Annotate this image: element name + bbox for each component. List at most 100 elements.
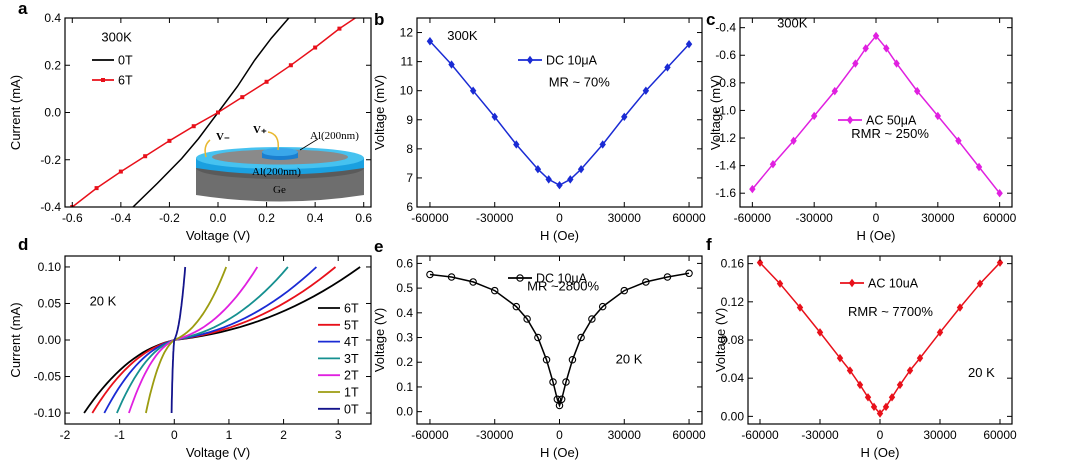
x-tick-label: -60000 <box>734 211 772 225</box>
data-point <box>490 286 499 295</box>
data-point <box>469 278 477 286</box>
data-point <box>264 79 269 84</box>
data-point <box>577 165 585 174</box>
x-tick-label: 0 <box>877 428 884 442</box>
data-point <box>906 366 914 375</box>
y-tick-label: -0.4 <box>40 200 61 214</box>
legend-label: AC 50μA <box>866 114 917 128</box>
chart-panel-e: e -60000 -30000 0 30000 60000 0.0 0.1 0.2 0.3 0.4 0… <box>372 237 706 460</box>
x-tick-label: 30000 <box>921 211 955 225</box>
data-point <box>856 380 864 390</box>
legend: DC 10μA <box>508 272 588 286</box>
series-group <box>70 18 357 207</box>
series-group <box>749 31 1003 198</box>
x-axis-label: H (Oe) <box>540 445 579 460</box>
data-point <box>831 86 838 96</box>
data-point <box>848 278 856 288</box>
data-point <box>846 115 854 125</box>
data-point <box>810 111 818 121</box>
data-point <box>769 160 777 169</box>
y-axis-label: Voltage (mV) <box>708 75 723 150</box>
data-point <box>568 356 577 364</box>
x-tick-label: 3 <box>335 428 342 442</box>
y-tick-label: 0.16 <box>721 257 745 271</box>
y-tick-label: 10 <box>400 84 414 98</box>
data-point <box>996 258 1004 267</box>
data-point <box>642 278 650 286</box>
panel-letter: f <box>706 235 712 254</box>
data-point <box>337 26 342 31</box>
data-point <box>955 136 962 145</box>
y-axis-label: Voltage (V) <box>713 308 728 372</box>
x-tick-label: 30000 <box>608 428 642 442</box>
annotation: MR ~ 70% <box>549 74 610 89</box>
data-point <box>896 380 904 390</box>
annotation: RMR ~ 250% <box>851 126 929 141</box>
annotation: 300K <box>101 30 132 45</box>
y-tick-label: 0.00 <box>721 409 745 423</box>
y-tick-label: -0.2 <box>40 153 61 167</box>
data-point <box>852 59 859 68</box>
data-point <box>685 39 693 49</box>
data-point <box>936 328 944 337</box>
y-tick-label: 0.04 <box>721 371 745 385</box>
legend: DC 10μA <box>518 54 598 68</box>
data-point <box>864 393 872 402</box>
data-point <box>216 110 220 115</box>
plot-frame <box>739 17 1013 208</box>
data-point <box>956 303 964 312</box>
x-tick-label: -0.6 <box>62 211 83 225</box>
y-tick-label: -1.4 <box>715 159 736 173</box>
y-tick-label: -0.6 <box>715 48 736 62</box>
y-tick-label: 0.6 <box>396 256 413 270</box>
y-tick-label: -1.0 <box>715 103 736 117</box>
data-point <box>426 270 434 279</box>
data-point <box>756 258 764 267</box>
data-point <box>664 63 671 72</box>
data-point <box>893 59 900 68</box>
x-tick-label: 2 <box>280 428 287 442</box>
inset-label-vplus: V₊ <box>253 124 267 136</box>
data-point <box>862 44 869 53</box>
plot-frame <box>416 17 703 208</box>
chart-panel-a: a-0.6 -0.4 -0.2 0.0 0.2 0.4 0.6-0.4-0.20.00.20… <box>8 0 372 243</box>
pointer-line <box>299 138 319 151</box>
panel-letter: b <box>374 10 384 29</box>
data-point <box>996 189 1003 198</box>
annotation: 300K <box>447 28 478 43</box>
wire-minus <box>204 139 211 158</box>
y-axis-label: Current (mA) <box>8 302 23 377</box>
series-line-2T <box>128 266 259 414</box>
data-point <box>191 124 196 129</box>
x-tick-label: -1 <box>114 428 125 442</box>
data-point <box>143 154 148 159</box>
data-point <box>542 356 551 364</box>
x-tick-label: -60000 <box>741 428 779 442</box>
x-tick-label: -2 <box>60 428 71 442</box>
series-group <box>83 266 361 414</box>
data-point <box>545 175 552 184</box>
y-tick-label: -0.05 <box>34 370 62 384</box>
x-tick-label: 60000 <box>672 428 706 442</box>
data-point <box>749 184 756 194</box>
data-point <box>118 169 123 174</box>
series-group <box>426 269 693 410</box>
x-tick-label: 0 <box>171 428 178 442</box>
x-tick-label: 0.6 <box>355 211 372 225</box>
chart-panel-f: f -60000 -30000 0 30000 60000 0.00 0.04 0.08 0.12… <box>706 235 1017 460</box>
x-tick-label: 0 <box>556 211 563 225</box>
series-line-1T <box>145 266 228 414</box>
y-tick-label: 0.2 <box>396 355 413 369</box>
data-point <box>101 78 105 82</box>
data-point <box>313 45 318 50</box>
data-point <box>870 402 878 412</box>
inset-label-vminus: V₋ <box>216 131 230 143</box>
data-point <box>556 180 563 190</box>
x-tick-label: -30000 <box>795 211 833 225</box>
data-point <box>976 279 984 288</box>
inset-label-ge: Ge <box>273 184 286 196</box>
chart-panel-b: b -60000 -30000 0 30000 60000 6 7 8 9 10 11 12 H (Oe)… <box>372 10 706 243</box>
series-line-DC 10μA <box>429 272 690 408</box>
y-tick-label: 8 <box>406 142 413 156</box>
